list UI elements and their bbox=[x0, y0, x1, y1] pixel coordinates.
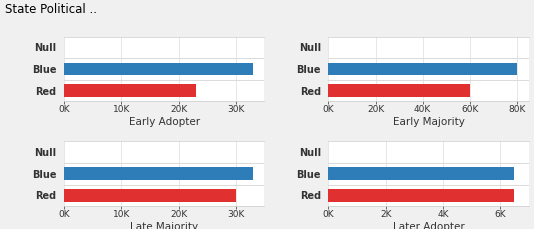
Bar bbox=[328, 84, 470, 97]
X-axis label: Late Majority: Late Majority bbox=[130, 222, 198, 229]
Bar bbox=[328, 63, 517, 75]
Bar bbox=[64, 63, 253, 75]
Bar bbox=[64, 84, 195, 97]
X-axis label: Later Adopter: Later Adopter bbox=[392, 222, 465, 229]
Bar bbox=[328, 189, 514, 202]
Bar bbox=[64, 189, 235, 202]
Text: State Political ..: State Political .. bbox=[5, 3, 97, 16]
Bar bbox=[64, 167, 253, 180]
X-axis label: Early Majority: Early Majority bbox=[392, 117, 465, 127]
Bar bbox=[328, 167, 514, 180]
X-axis label: Early Adopter: Early Adopter bbox=[129, 117, 200, 127]
